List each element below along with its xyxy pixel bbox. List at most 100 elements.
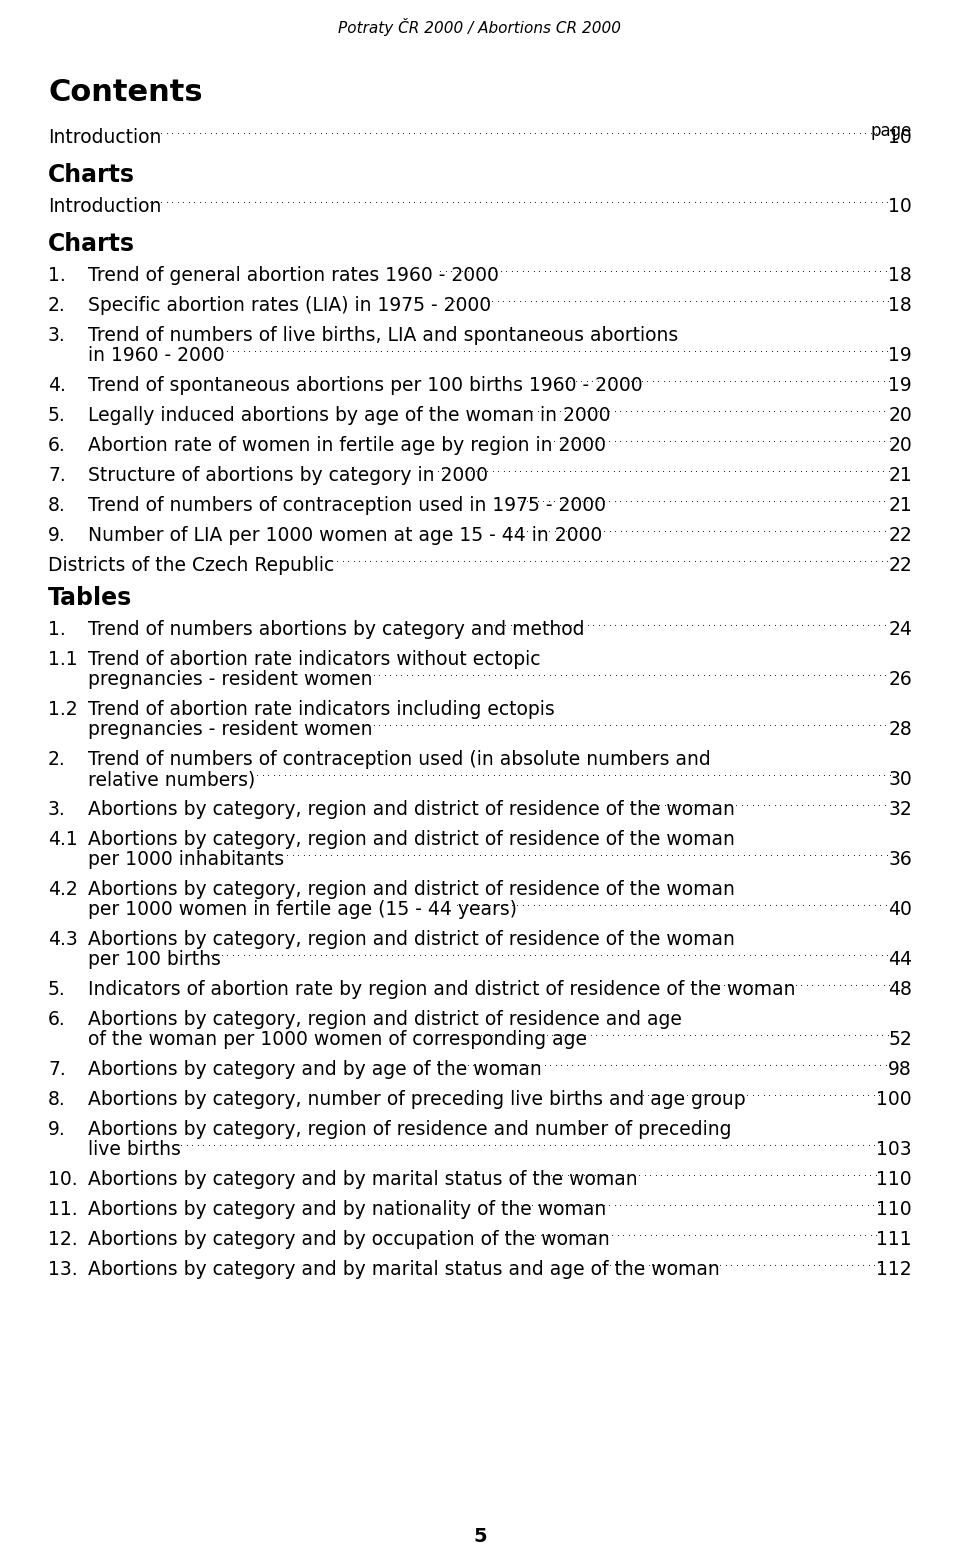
Text: per 1000 women in fertile age (15 - 44 years): per 1000 women in fertile age (15 - 44 y…	[88, 899, 517, 920]
Text: Abortions by category, region and district of residence of the woman: Abortions by category, region and distri…	[88, 931, 734, 949]
Text: 28: 28	[888, 719, 912, 740]
Text: page: page	[871, 122, 912, 141]
Text: Abortions by category, region and district of residence and age: Abortions by category, region and distri…	[88, 1010, 682, 1029]
Text: Abortions by category, number of preceding live births and age group: Abortions by category, number of precedi…	[88, 1090, 746, 1109]
Text: 1.1: 1.1	[48, 651, 78, 669]
Text: 6.: 6.	[48, 436, 65, 455]
Text: 9.: 9.	[48, 526, 65, 544]
Text: Introduction: Introduction	[48, 128, 161, 147]
Text: Abortions by category, region and district of residence of the woman: Abortions by category, region and distri…	[88, 801, 734, 820]
Text: pregnancies - resident women: pregnancies - resident women	[88, 669, 372, 690]
Text: Abortions by category, region and district of residence of the woman: Abortions by category, region and distri…	[88, 881, 734, 899]
Text: Trend of numbers of contraception used (in absolute numbers and: Trend of numbers of contraception used (…	[88, 751, 710, 769]
Text: 21: 21	[888, 496, 912, 515]
Text: 7.: 7.	[48, 1060, 65, 1079]
Text: 103: 103	[876, 1140, 912, 1159]
Text: Number of LIA per 1000 women at age 15 - 44 in 2000: Number of LIA per 1000 women at age 15 -…	[88, 526, 602, 544]
Text: pregnancies - resident women: pregnancies - resident women	[88, 719, 372, 740]
Text: 48: 48	[888, 981, 912, 999]
Text: Trend of abortion rate indicators including ectopis: Trend of abortion rate indicators includ…	[88, 701, 555, 719]
Text: 11.: 11.	[48, 1200, 78, 1218]
Text: Tables: Tables	[48, 586, 132, 610]
Text: Abortions by category and by occupation of the woman: Abortions by category and by occupation …	[88, 1229, 610, 1250]
Text: Abortions by category and by age of the woman: Abortions by category and by age of the …	[88, 1060, 541, 1079]
Text: Trend of spontaneous abortions per 100 births 1960 - 2000: Trend of spontaneous abortions per 100 b…	[88, 375, 642, 396]
Text: 1.2: 1.2	[48, 701, 78, 719]
Text: 26: 26	[888, 669, 912, 690]
Text: 36: 36	[888, 849, 912, 870]
Text: 8.: 8.	[48, 496, 65, 515]
Text: 5: 5	[473, 1526, 487, 1545]
Text: Abortions by category and by marital status of the woman: Abortions by category and by marital sta…	[88, 1170, 637, 1189]
Text: Districts of the Czech Republic: Districts of the Czech Republic	[48, 555, 334, 576]
Text: 30: 30	[888, 769, 912, 788]
Text: 5.: 5.	[48, 407, 65, 425]
Text: 13.: 13.	[48, 1261, 78, 1279]
Text: Introduction: Introduction	[48, 197, 161, 216]
Text: 20: 20	[888, 436, 912, 455]
Text: Charts: Charts	[48, 163, 135, 188]
Text: Trend of numbers of contraception used in 1975 - 2000: Trend of numbers of contraception used i…	[88, 496, 606, 515]
Text: 8.: 8.	[48, 1090, 65, 1109]
Text: 5.: 5.	[48, 981, 65, 999]
Text: per 100 births: per 100 births	[88, 949, 221, 970]
Text: 1.: 1.	[48, 266, 65, 285]
Text: 12.: 12.	[48, 1229, 78, 1250]
Text: Abortions by category, region and district of residence of the woman: Abortions by category, region and distri…	[88, 830, 734, 849]
Text: 4.2: 4.2	[48, 881, 78, 899]
Text: Abortion rate of women in fertile age by region in 2000: Abortion rate of women in fertile age by…	[88, 436, 606, 455]
Text: Contents: Contents	[48, 78, 203, 106]
Text: 6.: 6.	[48, 1010, 65, 1029]
Text: Trend of numbers of live births, LIA and spontaneous abortions: Trend of numbers of live births, LIA and…	[88, 325, 679, 346]
Text: 22: 22	[888, 555, 912, 576]
Text: 110: 110	[876, 1170, 912, 1189]
Text: 18: 18	[888, 266, 912, 285]
Text: 19: 19	[888, 346, 912, 364]
Text: Specific abortion rates (LIA) in 1975 - 2000: Specific abortion rates (LIA) in 1975 - …	[88, 296, 492, 314]
Text: 19: 19	[888, 375, 912, 396]
Text: live births: live births	[88, 1140, 180, 1159]
Text: Trend of general abortion rates 1960 - 2000: Trend of general abortion rates 1960 - 2…	[88, 266, 499, 285]
Text: Abortions by category and by marital status and age of the woman: Abortions by category and by marital sta…	[88, 1261, 720, 1279]
Text: 10.: 10.	[48, 1170, 78, 1189]
Text: Charts: Charts	[48, 231, 135, 256]
Text: Potraty ČR 2000 / Abortions CR 2000: Potraty ČR 2000 / Abortions CR 2000	[339, 19, 621, 36]
Text: 4.3: 4.3	[48, 931, 78, 949]
Text: 21: 21	[888, 466, 912, 485]
Text: 112: 112	[876, 1261, 912, 1279]
Text: relative numbers): relative numbers)	[88, 769, 255, 788]
Text: Indicators of abortion rate by region and district of residence of the woman: Indicators of abortion rate by region an…	[88, 981, 796, 999]
Text: 10: 10	[888, 128, 912, 147]
Text: 10: 10	[888, 197, 912, 216]
Text: Structure of abortions by category in 2000: Structure of abortions by category in 20…	[88, 466, 488, 485]
Text: 7.: 7.	[48, 466, 65, 485]
Text: 32: 32	[888, 801, 912, 820]
Text: 4.: 4.	[48, 375, 66, 396]
Text: 24: 24	[888, 619, 912, 640]
Text: Abortions by category and by nationality of the woman: Abortions by category and by nationality…	[88, 1200, 607, 1218]
Text: Legally induced abortions by age of the woman in 2000: Legally induced abortions by age of the …	[88, 407, 611, 425]
Text: 111: 111	[876, 1229, 912, 1250]
Text: 4.1: 4.1	[48, 830, 78, 849]
Text: 20: 20	[888, 407, 912, 425]
Text: 100: 100	[876, 1090, 912, 1109]
Text: in 1960 - 2000: in 1960 - 2000	[88, 346, 225, 364]
Text: Abortions by category, region of residence and number of preceding: Abortions by category, region of residen…	[88, 1120, 732, 1139]
Text: 18: 18	[888, 296, 912, 314]
Text: Trend of numbers abortions by category and method: Trend of numbers abortions by category a…	[88, 619, 585, 640]
Text: 40: 40	[888, 899, 912, 920]
Text: 9.: 9.	[48, 1120, 65, 1139]
Text: 98: 98	[888, 1060, 912, 1079]
Text: 1.: 1.	[48, 619, 65, 640]
Text: per 1000 inhabitants: per 1000 inhabitants	[88, 849, 284, 870]
Text: Trend of abortion rate indicators without ectopic: Trend of abortion rate indicators withou…	[88, 651, 540, 669]
Text: of the woman per 1000 women of corresponding age: of the woman per 1000 women of correspon…	[88, 1031, 587, 1049]
Text: 2.: 2.	[48, 751, 65, 769]
Text: 3.: 3.	[48, 325, 65, 346]
Text: 22: 22	[888, 526, 912, 544]
Text: 2.: 2.	[48, 296, 65, 314]
Text: 52: 52	[888, 1031, 912, 1049]
Text: 3.: 3.	[48, 801, 65, 820]
Text: 44: 44	[888, 949, 912, 970]
Text: 110: 110	[876, 1200, 912, 1218]
